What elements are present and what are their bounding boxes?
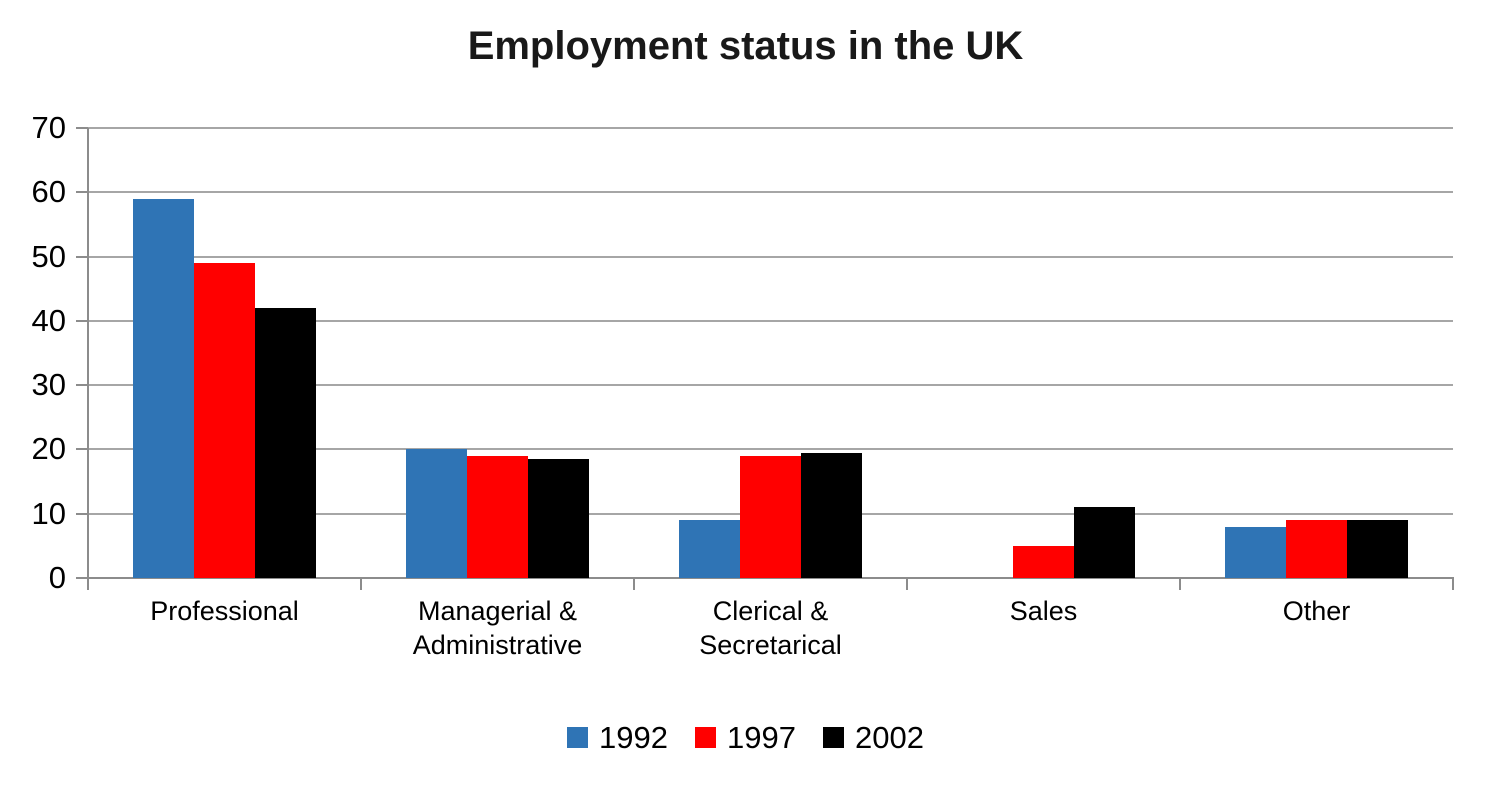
gridline-20 — [88, 448, 1453, 451]
x-axis-tick — [906, 579, 908, 590]
legend-item-1992: 1992 — [567, 722, 668, 753]
legend-label: 2002 — [854, 720, 924, 755]
x-axis-tick — [1179, 579, 1181, 590]
y-axis-tick-label: 70 — [31, 110, 66, 145]
x-axis-tick — [87, 579, 89, 590]
y-axis-tick — [76, 577, 88, 579]
x-axis-tick — [1452, 579, 1454, 590]
legend-swatch-1992 — [567, 727, 589, 748]
y-axis-tick — [76, 512, 88, 515]
bar-1997-category-4 — [1013, 545, 1074, 578]
gridline-40 — [88, 319, 1453, 322]
y-axis-tick — [76, 127, 88, 129]
gridline-30 — [88, 384, 1453, 387]
x-axis-category-label: Clerical & Secretarical — [699, 596, 842, 660]
gridline-60 — [88, 191, 1453, 194]
bar-1997-category-3 — [740, 455, 801, 578]
x-axis-category-label: Sales — [1009, 596, 1078, 626]
gridline-50 — [88, 255, 1453, 258]
legend-label: 1997 — [727, 720, 796, 755]
legend-swatch-2002 — [822, 727, 844, 748]
bar-1997-category-5 — [1286, 520, 1347, 578]
y-axis-tick-label: 50 — [31, 238, 66, 274]
bar-1992-category-2 — [406, 449, 467, 578]
y-axis-tick — [76, 255, 88, 258]
legend-swatch-1997 — [695, 727, 717, 748]
bar-1992-category-1 — [133, 198, 194, 578]
bar-2002-category-5 — [1347, 520, 1408, 578]
gridline-70 — [88, 127, 1453, 129]
x-axis-category-label: Professional — [150, 596, 299, 626]
y-axis-tick-label: 30 — [31, 367, 66, 403]
y-axis-tick — [76, 448, 88, 451]
bar-2002-category-4 — [1074, 507, 1135, 578]
bar-2002-category-2 — [528, 459, 589, 578]
x-axis-category-label: Other — [1282, 596, 1351, 626]
bar-1997-category-2 — [467, 455, 528, 578]
bar-1992-category-3 — [679, 520, 740, 578]
x-axis-category-label: Managerial & Administrative — [412, 596, 583, 660]
chart-title: Employment status in the UK — [467, 24, 1024, 68]
y-axis-tick-label: 60 — [31, 174, 66, 210]
y-axis-tick — [76, 191, 88, 194]
bar-1997-category-1 — [194, 263, 255, 578]
y-axis-tick-label: 0 — [48, 560, 66, 595]
y-axis-line — [87, 128, 89, 580]
bar-2002-category-3 — [801, 452, 862, 578]
y-axis-tick-label: 10 — [31, 495, 66, 531]
legend-item-2002: 2002 — [822, 720, 924, 755]
y-axis-tick-label: 40 — [31, 302, 66, 338]
y-axis-tick — [76, 319, 88, 322]
y-axis-tick — [76, 384, 88, 387]
bar-1992-category-5 — [1225, 526, 1286, 578]
x-axis-tick — [633, 579, 635, 590]
bar-2002-category-1 — [255, 308, 316, 578]
legend-item-1997: 1997 — [695, 722, 796, 753]
y-axis-tick-label: 20 — [31, 431, 66, 467]
legend-label: 1992 — [599, 720, 669, 755]
x-axis-tick — [360, 579, 362, 590]
x-axis-line — [88, 577, 1454, 579]
chart-legend: 1992 1997 2002 — [0, 722, 1491, 753]
